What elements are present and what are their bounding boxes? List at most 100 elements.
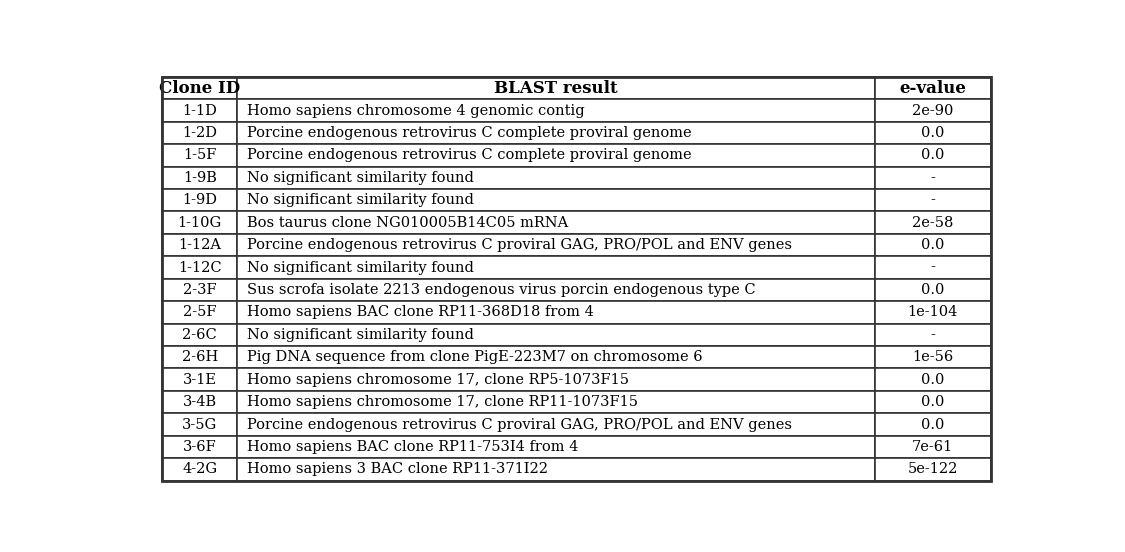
Bar [237,189,875,211]
Bar [162,369,237,391]
Bar [237,279,875,301]
Bar [162,99,237,122]
Text: Homo sapiens 3 BAC clone RP11-371I22: Homo sapiens 3 BAC clone RP11-371I22 [248,463,548,476]
Bar [162,346,237,369]
Bar [237,144,875,167]
Text: 1-12A: 1-12A [178,238,222,252]
Bar [237,301,875,323]
Text: -: - [930,261,935,274]
Bar [162,256,237,279]
Text: 0.0: 0.0 [921,238,944,252]
Bar [875,167,991,189]
Bar [237,413,875,436]
Bar [875,458,991,481]
Text: 1-9D: 1-9D [182,193,217,207]
Text: Porcine endogenous retrovirus C complete proviral genome: Porcine endogenous retrovirus C complete… [248,126,692,140]
Bar [875,189,991,211]
Text: Homo sapiens BAC clone RP11-753I4 from 4: Homo sapiens BAC clone RP11-753I4 from 4 [248,440,578,454]
Bar [875,413,991,436]
Bar [875,144,991,167]
Bar [162,279,237,301]
Bar [875,77,991,99]
Bar [237,234,875,256]
Text: Bos taurus clone NG010005B14C05 mRNA: Bos taurus clone NG010005B14C05 mRNA [248,216,568,230]
Text: 1-2D: 1-2D [182,126,217,140]
Text: 2-6H: 2-6H [181,351,218,364]
Bar [237,323,875,346]
Bar [875,391,991,413]
Bar [162,234,237,256]
Text: 3-6F: 3-6F [183,440,217,454]
Text: 2e-90: 2e-90 [912,104,953,118]
Bar [237,77,875,99]
Text: 2-6C: 2-6C [182,328,217,342]
Bar [237,99,875,122]
Text: 1-10G: 1-10G [178,216,222,230]
Bar [237,458,875,481]
Text: Homo sapiens BAC clone RP11-368D18 from 4: Homo sapiens BAC clone RP11-368D18 from … [248,305,594,320]
Text: 1-9B: 1-9B [182,171,217,185]
Bar [162,436,237,458]
Bar [162,144,237,167]
Text: 2-3F: 2-3F [183,283,216,297]
Bar [875,323,991,346]
Text: 2e-58: 2e-58 [912,216,953,230]
Bar [875,211,991,234]
Text: 1-12C: 1-12C [178,261,222,274]
Bar [875,369,991,391]
Text: 0.0: 0.0 [921,417,944,432]
Text: No significant similarity found: No significant similarity found [248,261,475,274]
Text: 0.0: 0.0 [921,126,944,140]
Text: BLAST result: BLAST result [494,79,618,97]
Text: No significant similarity found: No significant similarity found [248,171,475,185]
Bar [162,391,237,413]
Bar [875,301,991,323]
Bar [162,122,237,144]
Bar [162,458,237,481]
Text: 1e-104: 1e-104 [908,305,957,320]
Bar [237,167,875,189]
Text: 3-4B: 3-4B [182,395,217,409]
Bar [237,436,875,458]
Bar [237,346,875,369]
Bar [162,167,237,189]
Text: Porcine endogenous retrovirus C proviral GAG, PRO/POL and ENV genes: Porcine endogenous retrovirus C proviral… [248,417,792,432]
Text: Pig DNA sequence from clone PigE-223M7 on chromosome 6: Pig DNA sequence from clone PigE-223M7 o… [248,351,703,364]
Bar [875,279,991,301]
Bar [237,391,875,413]
Text: Clone ID: Clone ID [159,79,241,97]
Text: 1-5F: 1-5F [183,148,216,162]
Text: Sus scrofa isolate 2213 endogenous virus porcin endogenous type C: Sus scrofa isolate 2213 endogenous virus… [248,283,756,297]
Bar [875,346,991,369]
Text: 0.0: 0.0 [921,373,944,387]
Bar [162,301,237,323]
Text: No significant similarity found: No significant similarity found [248,193,475,207]
Text: 2-5F: 2-5F [183,305,216,320]
Bar [875,256,991,279]
Text: -: - [930,193,935,207]
Text: 3-5G: 3-5G [182,417,217,432]
Text: Porcine endogenous retrovirus C complete proviral genome: Porcine endogenous retrovirus C complete… [248,148,692,162]
Bar [162,211,237,234]
Bar [237,211,875,234]
Text: 0.0: 0.0 [921,148,944,162]
Text: 0.0: 0.0 [921,395,944,409]
Text: No significant similarity found: No significant similarity found [248,328,475,342]
Text: 4-2G: 4-2G [182,463,217,476]
Text: Homo sapiens chromosome 4 genomic contig: Homo sapiens chromosome 4 genomic contig [248,104,585,118]
Text: -: - [930,171,935,185]
Bar [875,234,991,256]
Bar [162,77,237,99]
Text: -: - [930,328,935,342]
Text: 1e-56: 1e-56 [912,351,953,364]
Text: Homo sapiens chromosome 17, clone RP11-1073F15: Homo sapiens chromosome 17, clone RP11-1… [248,395,638,409]
Text: 3-1E: 3-1E [182,373,217,387]
Text: Porcine endogenous retrovirus C proviral GAG, PRO/POL and ENV genes: Porcine endogenous retrovirus C proviral… [248,238,792,252]
Text: e-value: e-value [899,79,966,97]
Bar [875,436,991,458]
Bar [875,122,991,144]
Text: Homo sapiens chromosome 17, clone RP5-1073F15: Homo sapiens chromosome 17, clone RP5-10… [248,373,629,387]
Text: 1-1D: 1-1D [182,104,217,118]
Bar [162,323,237,346]
Text: 7e-61: 7e-61 [912,440,953,454]
